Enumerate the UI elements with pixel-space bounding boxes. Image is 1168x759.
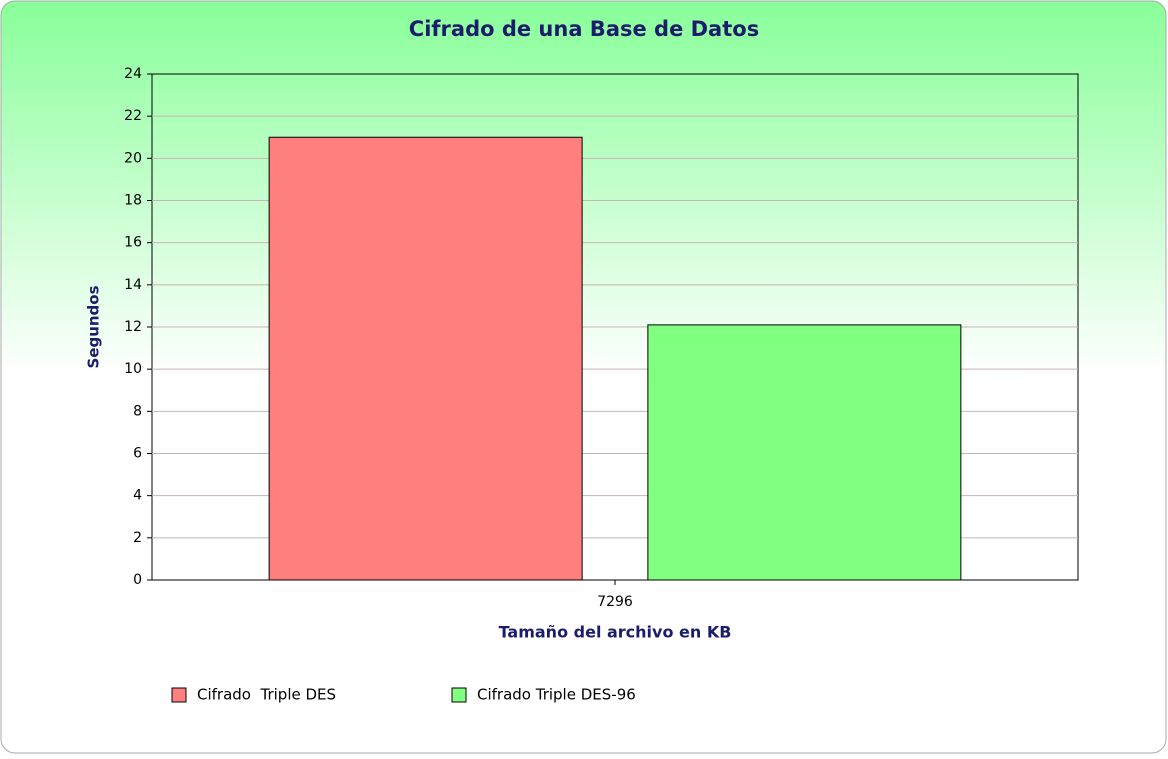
y-tick-label: 10 (124, 361, 142, 377)
x-axis-label: Tamaño del archivo en KB (499, 623, 732, 642)
y-tick-label: 20 (124, 150, 142, 166)
y-axis-label: Segundos (85, 285, 103, 368)
chart-title: Cifrado de una Base de Datos (409, 17, 759, 41)
y-tick-label: 16 (124, 235, 142, 251)
y-tick-label: 0 (133, 572, 142, 588)
y-tick-label: 2 (133, 530, 142, 546)
y-tick-label: 12 (124, 319, 142, 335)
y-tick-label: 18 (124, 193, 142, 209)
legend-swatch (171, 687, 187, 703)
y-tick-label: 14 (124, 277, 142, 293)
y-tick-label: 4 (133, 488, 142, 504)
bar (268, 136, 583, 581)
legend-swatch (451, 687, 467, 703)
legend-label: Cifrado Triple DES-96 (477, 686, 636, 704)
y-tick-label: 24 (124, 66, 142, 82)
legend-label: Cifrado Triple DES (197, 686, 336, 704)
y-tick-label: 6 (133, 446, 142, 462)
y-tick-label: 8 (133, 403, 142, 419)
y-tick-label: 22 (124, 108, 142, 124)
bar (647, 324, 962, 581)
x-tick-label: 7296 (597, 594, 633, 610)
